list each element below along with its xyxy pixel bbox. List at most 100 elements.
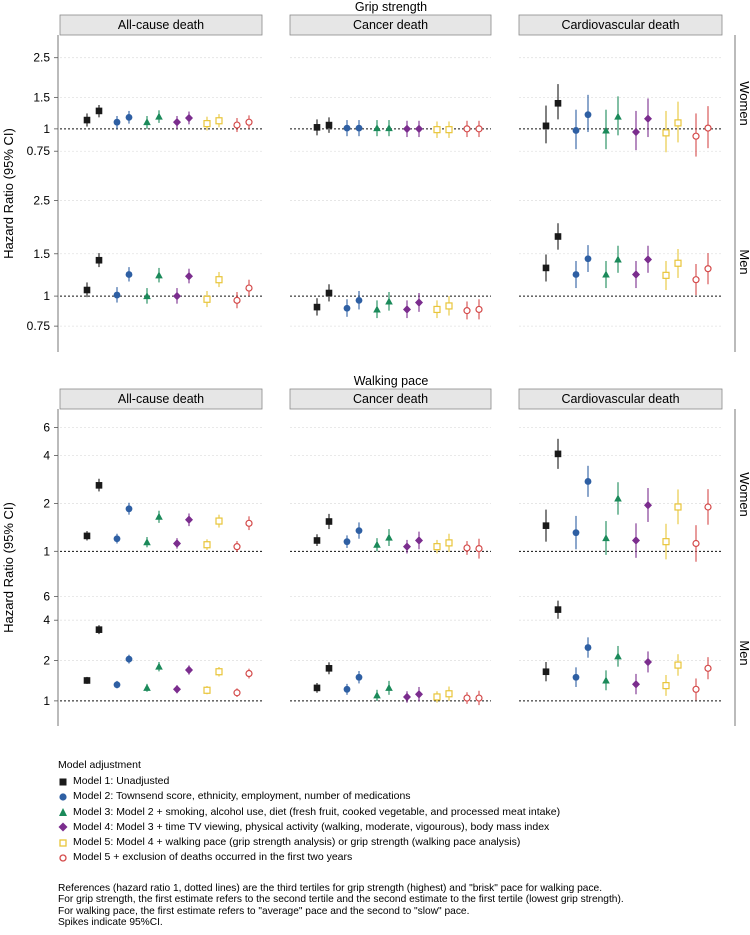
column-strip [59, 388, 263, 410]
filled-diamond-icon [58, 822, 68, 832]
column-label: All-cause death [118, 18, 204, 32]
estimate-marker [475, 125, 483, 133]
legend-title: Model adjustment [58, 759, 141, 771]
estimate-marker [644, 501, 652, 510]
estimate-marker [602, 534, 610, 542]
estimate-marker [245, 118, 253, 126]
estimate-marker [215, 517, 223, 525]
estimate-marker [602, 270, 610, 278]
panel-title: Grip strength [355, 0, 427, 14]
estimate-marker [614, 652, 622, 660]
estimate-marker [445, 126, 453, 134]
estimate-marker [95, 107, 103, 115]
estimate-marker [415, 690, 423, 699]
estimate-marker [173, 685, 181, 694]
row-label: Women [737, 81, 750, 126]
row-label: Men [737, 640, 750, 665]
estimate-marker [313, 537, 321, 544]
estimate-marker [692, 539, 700, 548]
estimate-marker [355, 296, 363, 304]
footnotes: References (hazard ratio 1, dotted lines… [58, 883, 748, 929]
estimate-marker [83, 286, 91, 294]
estimate-marker [83, 532, 91, 540]
estimate-marker [692, 276, 700, 284]
estimate-marker [385, 533, 393, 541]
y-tick-label: 1.5 [33, 90, 50, 104]
estimate-marker [662, 538, 670, 546]
estimate-marker [185, 113, 193, 123]
estimate-marker [463, 694, 471, 702]
estimate-marker [704, 664, 712, 672]
estimate-marker [463, 544, 471, 552]
estimate-marker [445, 539, 453, 547]
column-label: Cardiovascular death [561, 18, 679, 32]
estimate-marker [692, 685, 700, 693]
estimate-marker [445, 302, 453, 310]
estimate-marker [95, 626, 103, 633]
footnote-grip: For grip strength, the first estimate re… [58, 894, 624, 906]
estimate-marker [173, 291, 181, 301]
estimate-marker [125, 505, 133, 513]
column-strip [518, 388, 723, 410]
estimate-marker [644, 657, 652, 667]
panel-title: Walking pace [354, 374, 429, 388]
estimate-marker [233, 689, 241, 697]
legend-label-model4: Model 4: Model 3 + time TV viewing, phys… [73, 820, 550, 833]
estimate-marker [113, 535, 121, 543]
estimate-marker [674, 119, 682, 127]
estimate-marker [415, 536, 423, 545]
estimate-marker [662, 129, 670, 137]
legend-label-model5b: Model 5 + exclusion of deaths occurred i… [73, 851, 353, 864]
estimate-marker [572, 271, 580, 278]
estimate-marker [215, 276, 223, 284]
estimate-marker [704, 503, 712, 511]
estimate-marker [143, 118, 151, 126]
estimate-marker [704, 265, 712, 273]
estimate-marker [662, 271, 670, 279]
estimate-marker [203, 541, 211, 549]
column-strip [59, 14, 263, 36]
estimate-marker [572, 529, 580, 537]
estimate-marker [125, 655, 133, 663]
legend-label-model2: Model 2: Townsend score, ethnicity, empl… [73, 790, 411, 803]
estimate-marker [125, 271, 133, 278]
column-strip [518, 14, 723, 36]
estimate-marker [433, 693, 441, 701]
column-label: Cancer death [353, 18, 428, 32]
footnote-references: References (hazard ratio 1, dotted lines… [58, 883, 603, 894]
estimate-marker [203, 295, 211, 303]
estimate-marker [343, 124, 351, 132]
estimate-marker [385, 683, 393, 691]
filled-square-icon [59, 778, 67, 786]
estimate-marker [113, 291, 121, 299]
estimate-marker [692, 132, 700, 140]
estimate-marker [584, 255, 592, 263]
legend-label-model1: Model 1: Unadjusted [73, 775, 170, 788]
legend-label-model5: Model 5: Model 4 + walking pace (grip st… [73, 836, 521, 849]
legend-item-model5: Model 5: Model 4 + walking pace (grip st… [58, 835, 748, 850]
estimate-marker [475, 545, 483, 553]
estimate-marker [325, 289, 333, 297]
estimate-marker [95, 482, 103, 489]
estimate-marker [355, 527, 363, 534]
estimate-marker [173, 117, 181, 127]
estimate-marker [155, 112, 163, 120]
estimate-marker [325, 121, 333, 129]
y-tick-label: 1 [43, 289, 50, 303]
column-label: Cancer death [353, 392, 428, 406]
estimate-marker [233, 296, 241, 304]
estimate-marker [113, 681, 121, 689]
y-tick-label: 4 [43, 613, 50, 627]
estimate-marker [385, 124, 393, 132]
estimate-marker [373, 305, 381, 313]
estimate-marker [542, 668, 550, 676]
y-tick-label: 4 [43, 449, 50, 463]
estimate-marker [143, 683, 151, 691]
row-label: Women [737, 472, 750, 517]
y-tick-label: 2.5 [33, 51, 50, 65]
estimate-marker [403, 305, 411, 314]
estimate-marker [215, 117, 223, 125]
estimate-marker [373, 691, 381, 699]
column-strip [289, 388, 492, 410]
y-tick-label: 2 [43, 654, 50, 668]
